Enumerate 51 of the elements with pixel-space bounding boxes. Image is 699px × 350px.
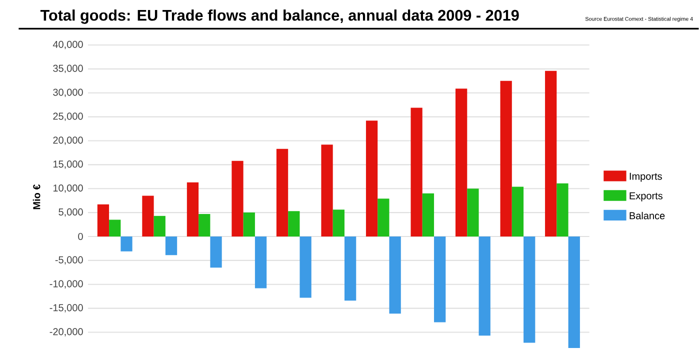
bar bbox=[232, 160, 244, 236]
bar bbox=[524, 236, 536, 343]
bar bbox=[154, 216, 166, 236]
bar bbox=[243, 212, 255, 236]
y-tick-label: 5,000 bbox=[58, 208, 83, 217]
bar bbox=[142, 196, 154, 236]
bar bbox=[344, 236, 356, 301]
bar bbox=[120, 236, 132, 252]
bar bbox=[568, 236, 580, 348]
legend-label: Exports bbox=[630, 192, 663, 202]
bar bbox=[254, 236, 267, 288]
bar bbox=[198, 214, 210, 236]
bar bbox=[109, 220, 121, 236]
bar bbox=[276, 148, 288, 236]
y-tick-label: -15,000 bbox=[50, 304, 83, 312]
bar bbox=[389, 236, 401, 314]
bar bbox=[545, 70, 557, 236]
y-axis-title: Mio € bbox=[32, 184, 40, 210]
y-tick-label: 30,000 bbox=[53, 88, 83, 97]
y-tick-label: 35,000 bbox=[53, 64, 83, 74]
y-tick-label: 10,000 bbox=[53, 184, 83, 193]
bar bbox=[478, 236, 490, 336]
legend-label: Imports bbox=[630, 172, 662, 182]
bar bbox=[332, 210, 344, 236]
y-tick-label: 0 bbox=[78, 232, 83, 240]
bar bbox=[500, 80, 512, 236]
y-tick-label: 15,000 bbox=[53, 160, 83, 169]
y-tick-label: 40,000 bbox=[52, 40, 83, 50]
y-tick-label: 20,000 bbox=[53, 136, 83, 145]
bar bbox=[556, 183, 568, 236]
legend-label: Balance bbox=[630, 212, 665, 220]
bar bbox=[467, 188, 479, 236]
y-tick-label: -10,000 bbox=[50, 280, 83, 288]
bar bbox=[300, 236, 312, 298]
bar bbox=[434, 236, 446, 322]
bar bbox=[186, 182, 199, 236]
y-tick-label: -5,000 bbox=[55, 256, 83, 265]
bar bbox=[512, 186, 524, 236]
y-tick-label: -20,000 bbox=[50, 328, 83, 336]
bar bbox=[210, 236, 222, 268]
bar bbox=[288, 211, 300, 236]
bar bbox=[366, 120, 378, 236]
bar bbox=[456, 88, 468, 236]
bar bbox=[378, 198, 390, 236]
bar bbox=[165, 236, 178, 256]
y-tick-label: 25,000 bbox=[53, 112, 83, 121]
bar bbox=[97, 204, 110, 236]
bar bbox=[321, 144, 333, 236]
bar bbox=[422, 193, 434, 236]
chart-title: Total goods: EU Trade flows and balance, annual data 2009 - 2019 bbox=[40, 9, 519, 24]
bar bbox=[410, 108, 422, 236]
